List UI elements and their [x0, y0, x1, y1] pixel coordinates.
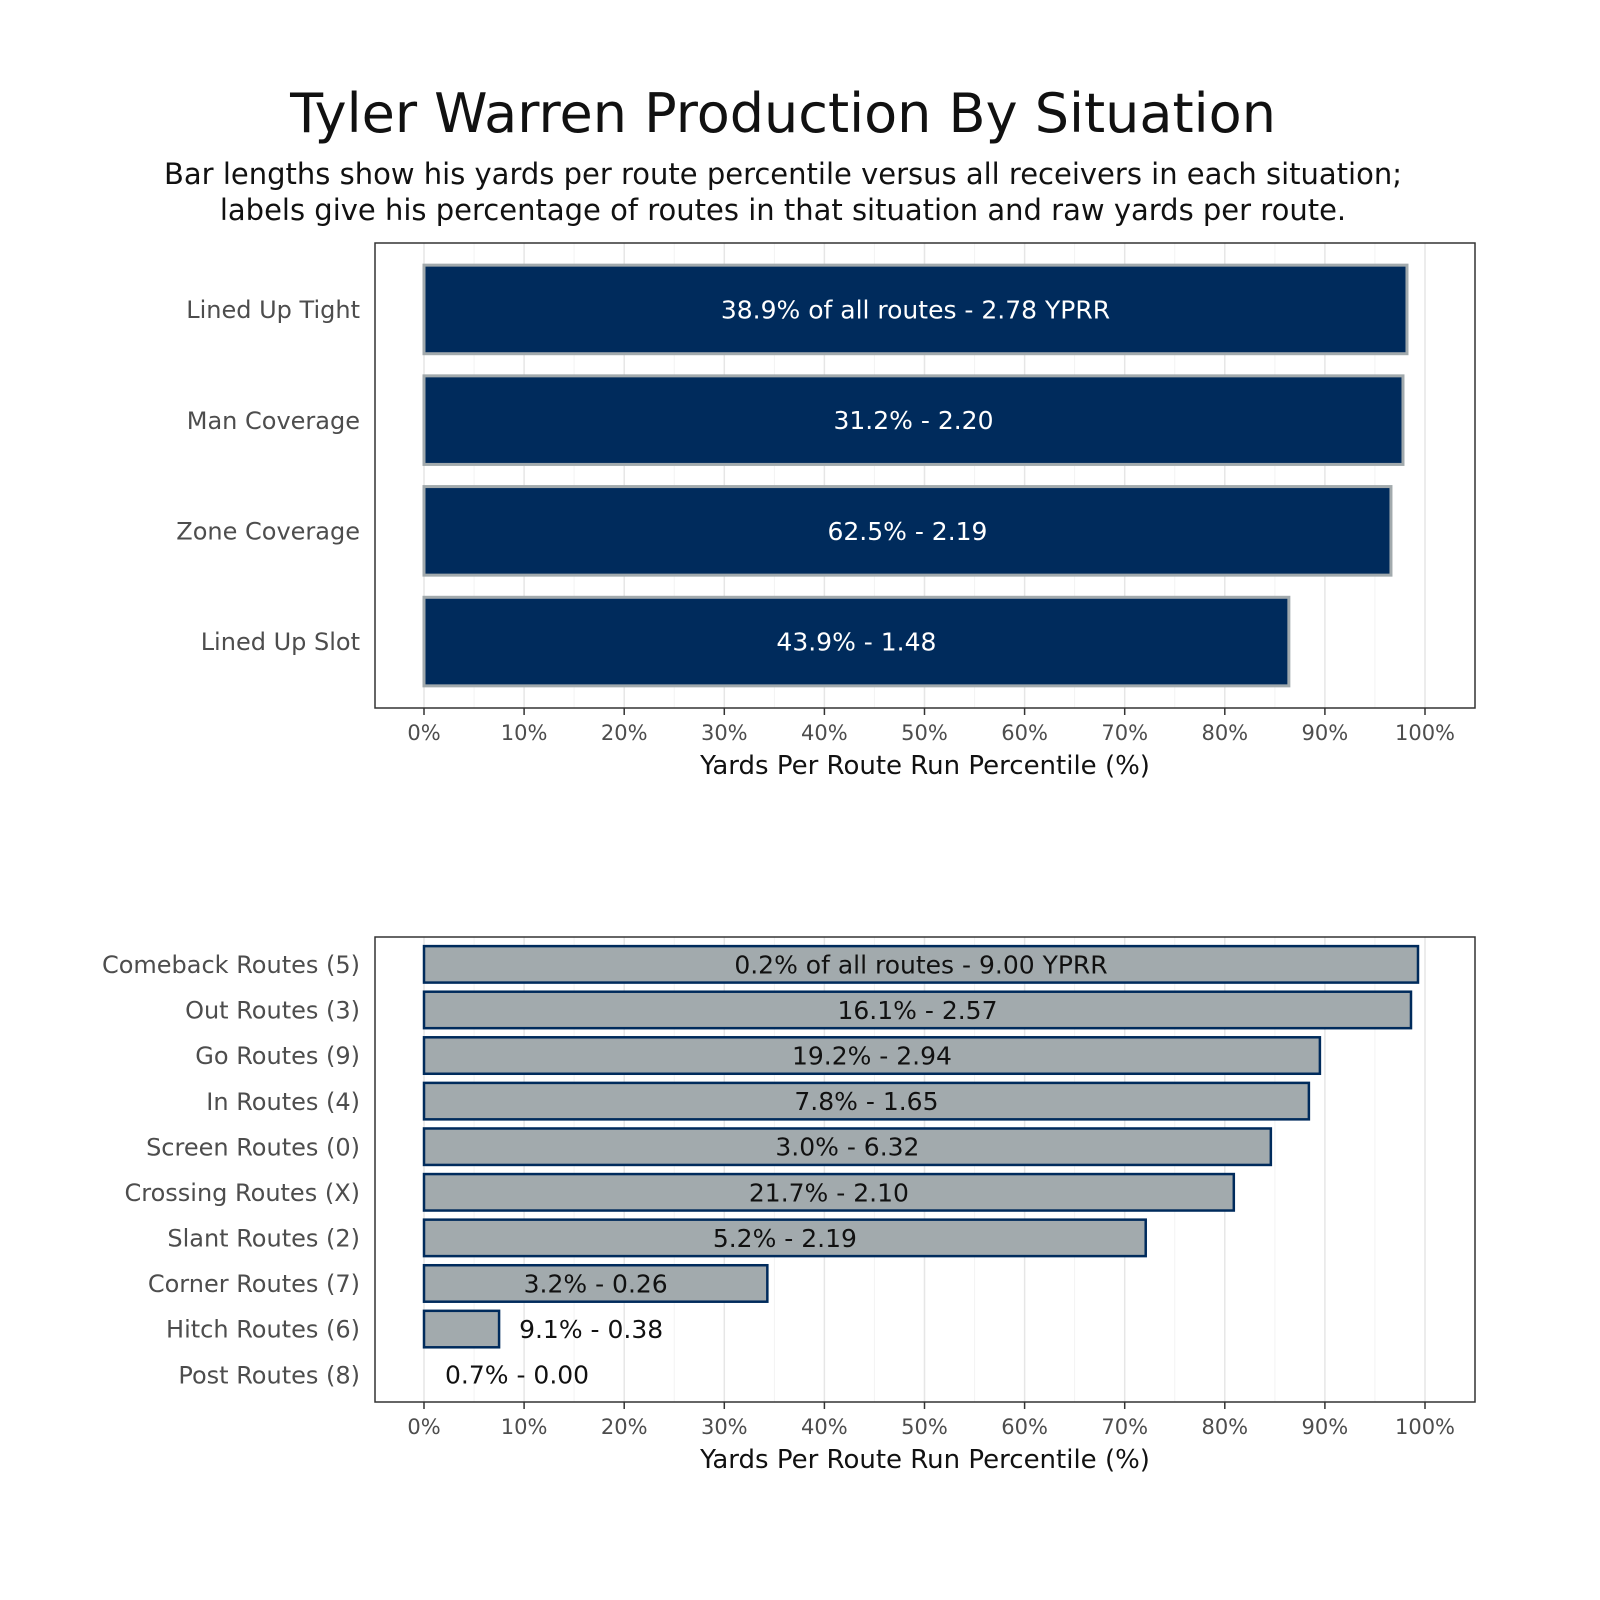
bar [422, 944, 1420, 984]
bar [422, 485, 1393, 577]
x-tick-label: 90% [1302, 1415, 1349, 1439]
x-tick-label: 30% [701, 721, 748, 745]
y-tick-label: Post Routes (8) [178, 1361, 360, 1389]
chart-subtitle: Bar lengths show his yards per route per… [0, 156, 1566, 228]
bar [422, 1309, 501, 1349]
chart-title: Tyler Warren Production By Situation [290, 82, 1276, 145]
y-tick-label: In Routes (4) [206, 1088, 360, 1116]
data-label: 38.9% of all routes - 2.78 YPRR [721, 295, 1110, 324]
data-label: 7.8% - 1.65 [794, 1087, 938, 1116]
bar [422, 263, 1409, 356]
x-axis-title: Yards Per Route Run Percentile (%) [699, 751, 1150, 781]
y-tick-label: Zone Coverage [176, 517, 360, 545]
x-tick-label: 20% [601, 721, 648, 745]
x-axis-title: Yards Per Route Run Percentile (%) [699, 1445, 1150, 1475]
y-tick-label: Lined Up Tight [186, 296, 360, 324]
x-tick-label: 20% [601, 1415, 648, 1439]
subtitle-line-1: Bar lengths show his yards per route per… [164, 157, 1402, 191]
bar [422, 1263, 769, 1303]
x-tick-label: 90% [1302, 721, 1349, 745]
y-tick-label: Screen Routes (0) [146, 1133, 360, 1161]
y-tick-label: Out Routes (3) [185, 997, 360, 1025]
x-tick-label: 80% [1201, 1415, 1248, 1439]
x-tick-label: 0% [407, 1415, 440, 1439]
x-tick-label: 70% [1101, 1415, 1148, 1439]
y-tick-label: Slant Routes (2) [167, 1225, 360, 1253]
x-tick-label: 70% [1101, 721, 1148, 745]
x-tick-label: 60% [1001, 1415, 1048, 1439]
subtitle-line-2: labels give his percentage of routes in … [219, 193, 1347, 227]
x-tick-label: 10% [501, 721, 548, 745]
y-tick-label: Lined Up Slot [201, 628, 360, 656]
x-tick-label: 80% [1201, 721, 1248, 745]
data-label: 0.7% - 0.00 [445, 1361, 589, 1390]
data-label: 0.2% of all routes - 9.00 YPRR [734, 950, 1107, 979]
x-tick-label: 50% [901, 1415, 948, 1439]
x-tick-label: 40% [801, 721, 848, 745]
data-label: 9.1% - 0.38 [519, 1315, 663, 1344]
y-tick-label: Comeback Routes (5) [102, 951, 360, 979]
y-tick-label: Man Coverage [187, 407, 360, 435]
x-tick-label: 100% [1395, 721, 1455, 745]
data-label: 3.0% - 6.32 [775, 1133, 919, 1162]
data-label: 16.1% - 2.57 [837, 996, 997, 1025]
bar [422, 1218, 1147, 1258]
bar [422, 374, 1405, 466]
bar [422, 1127, 1273, 1167]
bar [422, 1081, 1311, 1121]
x-tick-label: 0% [407, 721, 440, 745]
y-tick-label: Hitch Routes (6) [166, 1316, 360, 1344]
bar [422, 990, 1413, 1030]
x-tick-label: 100% [1395, 1415, 1455, 1439]
bar [422, 1036, 1322, 1076]
x-tick-label: 30% [701, 1415, 748, 1439]
data-label: 62.5% - 2.19 [827, 517, 987, 546]
y-tick-label: Crossing Routes (X) [125, 1179, 361, 1207]
data-label: 43.9% - 1.48 [776, 628, 936, 657]
data-label: 5.2% - 2.19 [713, 1224, 857, 1253]
bar [422, 1172, 1236, 1212]
data-label: 21.7% - 2.10 [749, 1178, 909, 1207]
data-label: 19.2% - 2.94 [792, 1042, 952, 1071]
bar [422, 595, 1291, 688]
x-tick-label: 50% [901, 721, 948, 745]
y-tick-label: Corner Routes (7) [148, 1270, 360, 1298]
x-tick-label: 60% [1001, 721, 1048, 745]
y-tick-label: Go Routes (9) [195, 1042, 360, 1070]
x-tick-label: 10% [501, 1415, 548, 1439]
data-label: 3.2% - 0.26 [524, 1269, 668, 1298]
data-label: 31.2% - 2.20 [833, 406, 993, 435]
x-tick-label: 40% [801, 1415, 848, 1439]
